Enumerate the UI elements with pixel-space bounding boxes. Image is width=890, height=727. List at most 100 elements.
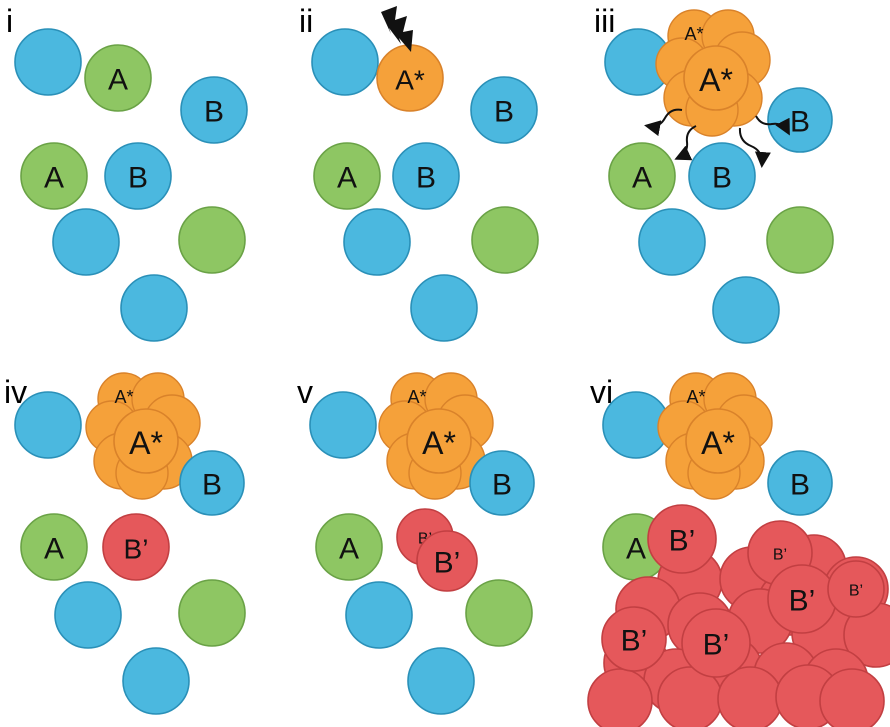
panel-iii: iii B A* A* A B [594,3,834,344]
blue-circle [311,28,379,96]
blue-particle: B [469,450,535,516]
blue-particle [52,208,120,276]
blue-particle: B [179,450,245,516]
red-circle [819,668,885,727]
blue-circle [469,450,535,516]
excited-particle: A* [683,45,749,111]
green-particle: A [20,142,88,210]
blue-particle [345,581,413,649]
panel-label-i: i [6,3,13,39]
excited-particle: A* [376,44,444,112]
red-cluster: B’ B’ B’ B’ B’ B’ [587,504,890,727]
blue-particle [309,391,377,459]
blue-circle [767,450,833,516]
particle-label: A* [395,65,425,96]
converted-particle [717,666,783,727]
excited-particle: A* [113,408,179,474]
blue-circle [410,274,478,342]
particle-label: B’ [773,547,787,564]
excited-particle: A* [406,408,472,474]
blue-circle [14,391,82,459]
particle-label: B [790,106,810,139]
blue-circle [179,450,245,516]
green-particle [178,579,246,647]
blue-particle [54,581,122,649]
blue-particle: B [180,76,248,144]
blue-particle: B [688,142,756,210]
particle-label: A* [686,387,705,407]
panel-iv: iv A* A* B A B’ [4,372,246,715]
blue-circle [104,142,172,210]
lightning-bolt-icon [381,6,413,52]
blue-circle [14,28,82,96]
converted-particle: B’ [767,564,837,634]
particle-label: B [494,96,514,129]
red-circle [647,504,717,574]
particle-label: A [337,162,357,195]
panel-i: i A B A B [6,3,248,342]
green-particle: A [20,513,88,581]
wavy-arrow-icon [644,108,683,137]
green-circle [471,206,539,274]
green-circle [20,513,88,581]
particle-label: B’ [124,534,149,565]
red-circle [416,530,478,592]
particle-label: A [108,64,128,97]
particle-label: B’ [669,525,696,558]
converted-particle: B’ [416,530,478,592]
blue-circle [343,208,411,276]
green-particle [465,579,533,647]
green-particle: A [313,142,381,210]
blue-circle [712,276,780,344]
orange-circle [683,45,749,111]
green-circle [84,44,152,112]
red-circle [681,608,751,678]
blue-particle: B [470,76,538,144]
panel-label-iii: iii [594,3,615,39]
red-circle [717,666,783,727]
orange-circle [113,408,179,474]
particle-label: A* [699,62,733,98]
excited-cluster: A* A* [85,372,201,500]
converted-particle: B’ [601,606,667,672]
panel-ii: ii A* B A B [299,3,539,342]
blue-particle [14,391,82,459]
converted-particle [819,668,885,727]
blue-particle: B [104,142,172,210]
wavy-arrow-icon [738,127,771,168]
lightning-shape [381,6,413,52]
blue-particle [638,208,706,276]
excited-particle: A* [685,408,751,474]
particle-label: B [128,162,148,195]
blue-circle [470,76,538,144]
blue-particle [410,274,478,342]
red-pair: B’B’ [396,508,478,592]
blue-circle [52,208,120,276]
blue-circle [392,142,460,210]
particle-label: A* [684,24,703,44]
converted-particle: B’ [827,560,885,618]
excited-cluster: A* A* [655,9,771,137]
wavy-arrow-icon [755,115,790,136]
blue-circle [638,208,706,276]
converted-particle: B’ [102,513,170,581]
particle-label: B [204,96,224,129]
particle-label: B’ [849,583,863,600]
orange-circle [406,408,472,474]
blue-particle [311,28,379,96]
particle-label: A [44,162,64,195]
green-circle [20,142,88,210]
wavy-arrow-icon [674,125,697,161]
red-circle [102,513,170,581]
particle-label: A* [422,425,456,461]
blue-particle [343,208,411,276]
blue-circle [120,274,188,342]
excited-cluster: A* A* [657,372,773,500]
particle-label: A [626,533,646,566]
green-particle [178,206,246,274]
particle-label: B [202,469,222,502]
green-circle [608,142,676,210]
green-circle [178,579,246,647]
green-particle: A [315,513,383,581]
